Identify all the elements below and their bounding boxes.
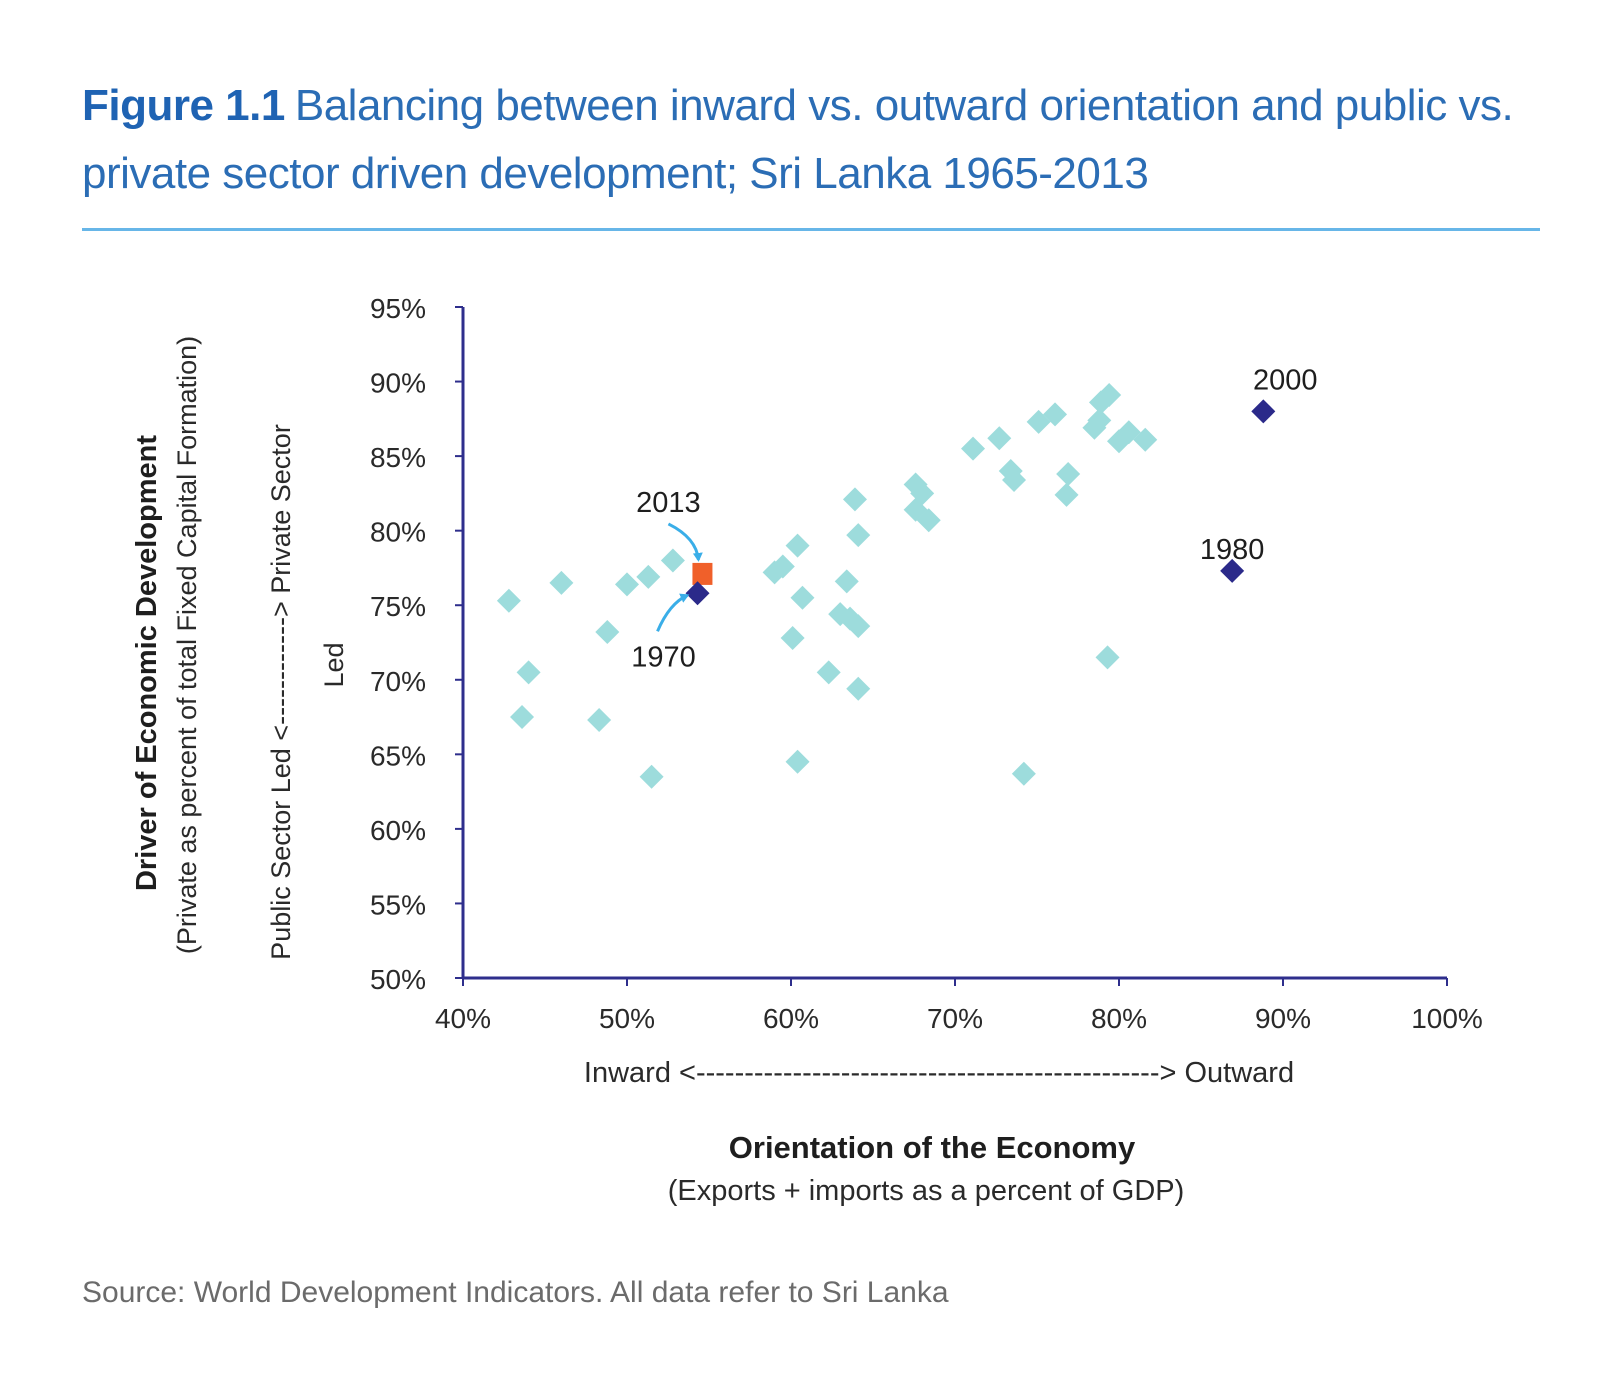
y-tick-label: 90% <box>370 368 426 399</box>
y-tick-label: 75% <box>370 591 426 622</box>
data-point <box>615 572 639 597</box>
data-point-1980 <box>1220 558 1245 583</box>
data-point <box>1054 482 1079 507</box>
data-point <box>1002 467 1027 492</box>
figure-caption: Balancing between inward vs. outward ori… <box>82 81 1514 198</box>
annotations: 2013 1970 1980 2000 <box>631 364 1317 673</box>
data-point <box>549 570 574 595</box>
y-axis-title: Driver of Economic Development <box>131 435 163 891</box>
y-tick-label: 85% <box>370 442 426 473</box>
data-point-2013 <box>692 562 713 585</box>
source-note: Source: World Development Indicators. Al… <box>82 1276 949 1309</box>
data-point <box>595 620 620 645</box>
y-axis-direction-label-cont: Led <box>319 642 349 687</box>
y-tick-label: 55% <box>370 889 426 920</box>
data-point <box>834 569 859 594</box>
data-point <box>587 708 612 733</box>
x-tick-label: 60% <box>763 1003 819 1034</box>
data-point <box>916 508 941 533</box>
y-tick-label: 95% <box>370 293 426 324</box>
data-point <box>1133 427 1158 452</box>
data-point <box>846 614 871 639</box>
data-point <box>1011 761 1036 786</box>
data-point <box>1087 408 1112 433</box>
data-points <box>496 382 1276 789</box>
data-point <box>846 523 871 548</box>
data-point <box>1097 382 1122 407</box>
x-tick-label: 90% <box>1255 1003 1311 1034</box>
title-divider <box>82 228 1540 231</box>
x-axis-subtitle: (Exports + imports as a percent of GDP) <box>668 1175 1185 1207</box>
axes: 50% 55% 60% 65% 70% 75% 80% 85% 90% 95% 40% 50% 60% 7… <box>370 293 1483 1034</box>
data-point <box>770 554 795 579</box>
y-tick-label: 60% <box>370 815 426 846</box>
data-point <box>910 481 935 506</box>
x-tick-label: 50% <box>599 1003 655 1034</box>
x-tick-label: 100% <box>1411 1003 1483 1034</box>
data-point <box>785 533 810 558</box>
x-tick-label: 80% <box>1091 1003 1147 1034</box>
data-point <box>660 548 685 573</box>
figure-title: Figure 1.1 Balancing between inward vs. o… <box>82 72 1542 208</box>
data-point-1970 <box>685 581 710 606</box>
data-point <box>816 660 841 685</box>
data-label-1970: 1970 <box>631 641 696 673</box>
y-tick-label: 70% <box>370 666 426 697</box>
x-tick-label: 40% <box>435 1003 491 1034</box>
data-label-2000: 2000 <box>1253 364 1318 396</box>
data-point <box>961 436 986 461</box>
arrow-2013 <box>667 522 703 562</box>
data-point <box>1056 462 1081 487</box>
data-point <box>510 705 535 730</box>
data-label-2013: 2013 <box>636 487 701 519</box>
y-axis-direction-label: Public Sector Led <------------> Private… <box>266 424 296 960</box>
data-point <box>846 676 871 701</box>
data-point <box>496 588 521 613</box>
figure-number: Figure 1.1 <box>82 81 285 130</box>
data-point <box>1095 645 1120 670</box>
data-point <box>842 487 867 512</box>
data-label-1980: 1980 <box>1200 534 1265 566</box>
arrow-1970 <box>656 593 690 632</box>
data-point <box>780 626 805 651</box>
data-point <box>790 585 815 610</box>
data-point <box>987 426 1012 451</box>
data-point <box>785 749 810 774</box>
data-point <box>639 764 664 789</box>
data-point <box>636 564 661 589</box>
axis-titles: Inward <--------------------------------… <box>131 336 1294 1207</box>
x-axis-direction-label: Inward <--------------------------------… <box>584 1057 1294 1089</box>
data-point <box>1043 402 1068 427</box>
y-tick-label: 80% <box>370 517 426 548</box>
y-tick-label: 65% <box>370 740 426 771</box>
data-point <box>516 660 541 685</box>
x-axis-title: Orientation of the Economy <box>729 1130 1136 1165</box>
data-point-2000 <box>1251 399 1276 424</box>
x-tick-label: 70% <box>927 1003 983 1034</box>
y-tick-label: 50% <box>370 964 426 995</box>
y-axis-subtitle: (Private as percent of total Fixed Capit… <box>172 336 202 954</box>
